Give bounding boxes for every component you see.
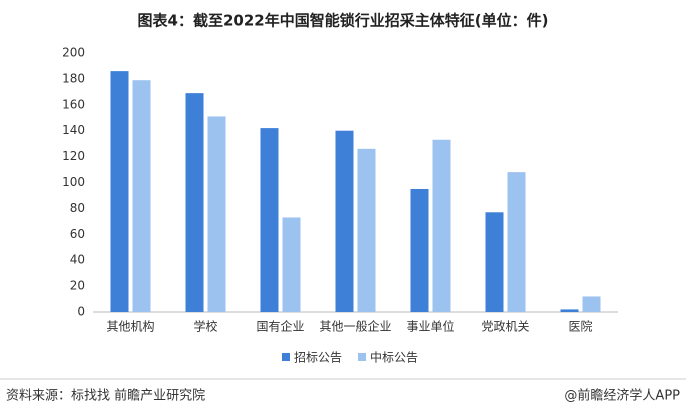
y-tick-label: 80: [70, 201, 85, 215]
y-tick-label: 140: [62, 123, 85, 137]
bar: [507, 172, 526, 312]
y-tick-label: 200: [62, 46, 85, 60]
x-tick-label: 党政机关: [481, 319, 529, 334]
y-tick-label: 180: [62, 71, 85, 85]
x-tick-label: 其他机构: [106, 319, 154, 334]
bar: [207, 116, 226, 312]
legend-label: 招标公告: [294, 351, 342, 365]
bar: [560, 309, 579, 312]
bar: [357, 148, 376, 312]
bar: [110, 71, 129, 312]
y-tick-label: 120: [62, 149, 85, 163]
y-tick-label: 160: [62, 97, 85, 111]
bar: [485, 212, 504, 312]
legend-swatch: [282, 353, 290, 361]
x-tick-label: 其他一般企业: [319, 319, 391, 334]
x-tick-label: 国有企业: [256, 319, 304, 334]
y-tick-label: 40: [70, 253, 85, 267]
bar: [185, 93, 204, 313]
bar: [432, 139, 451, 312]
x-tick-label: 事业单位: [406, 319, 454, 334]
bar: [132, 80, 151, 312]
y-tick-label: 0: [77, 305, 85, 319]
x-tick-label: 医院: [568, 320, 592, 334]
x-tick-label: 学校: [193, 319, 217, 334]
legend-label: 中标公告: [370, 350, 418, 365]
legend-swatch: [358, 353, 367, 361]
source: 资料来源：标找找 前瞻产业研究院: [6, 388, 205, 404]
bar: [582, 296, 601, 312]
bar: [335, 130, 354, 312]
y-tick-label: 100: [62, 175, 85, 189]
chart-title: 图表4：截至2022年中国智能锁行业招采主体特征(单位：件): [138, 12, 549, 30]
bar: [282, 217, 301, 312]
y-tick-label: 20: [70, 279, 85, 293]
credit: @前瞻经济学人APP: [564, 388, 680, 404]
y-tick-label: 60: [70, 227, 85, 241]
bar: [260, 128, 279, 312]
bar: [410, 188, 429, 312]
